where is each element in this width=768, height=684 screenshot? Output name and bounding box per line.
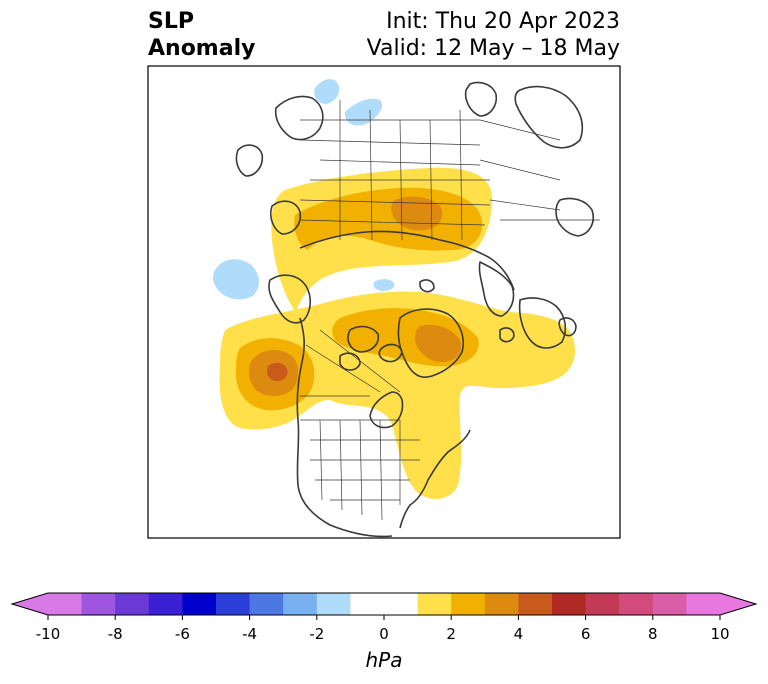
coastline-na-west [296,317,393,538]
colorbar-bin [350,593,419,615]
title-variable-line2: Anomaly [148,36,256,61]
colorbar-tick-label: 6 [581,625,591,643]
colorbar-tick-label: -6 [175,625,190,643]
coastline-scandinavia [478,261,515,317]
colorbar-tick-label: 10 [710,625,729,643]
coastline-middle-east [514,85,584,149]
colorbar-tick-label: 8 [648,625,658,643]
colorbar-tick-label: -8 [108,625,123,643]
coastline-greenland [397,308,464,378]
coastline-archipelago [339,325,403,371]
slp-anomaly-map [147,65,621,539]
colorbar-bins [10,592,758,616]
coastline-mediterranean [555,197,594,237]
anomaly-negative-1 [212,259,259,300]
border-lines-north-america [300,329,420,521]
colorbar-bin [216,593,251,615]
colorbar-tick-label: 4 [514,625,524,643]
colorbar-tick-label: -4 [242,625,257,643]
valid-range: Valid: 12 May – 18 May [366,36,620,61]
anomaly-positive-4 [266,362,288,381]
colorbar-bin [451,593,486,615]
colorbar-bin [686,593,721,615]
colorbar-bin [552,593,587,615]
coastline-british-isles [558,317,577,337]
coastline-eurasia-north [299,230,515,291]
colorbar-bin [283,593,318,615]
coastlines [235,81,594,538]
colorbar-tick-label: -2 [309,625,324,643]
colorbar-bin [182,593,217,615]
coastline-na-east [399,429,471,529]
anomaly-positive-3 [415,324,462,362]
colorbar-bin [48,593,83,615]
colorbar-extend-low [12,593,48,615]
colorbar-bin [652,593,687,615]
political-borders [299,100,600,521]
colorbar-extend-high [720,593,756,615]
colorbar-tick-label: -10 [36,625,61,643]
coastline-japan [235,144,264,177]
anomaly-positive-1 [219,291,575,500]
colorbar-bin [148,593,183,615]
map-dates: Init: Thu 20 Apr 2023 Valid: 12 May – 18… [367,8,620,62]
coastline-hudson-bay [369,391,404,429]
colorbar-bin [316,593,351,615]
colorbar-bin [518,593,553,615]
colorbar-bin [484,593,519,615]
coastline-iceland [499,327,515,343]
colorbar-bin [585,593,620,615]
anomaly-negative-1 [373,279,395,291]
coastline-kamchatka [269,200,302,235]
anomaly-positive-3 [391,196,443,231]
border-lines-eurasia [299,100,600,241]
colorbar-tick-label: 0 [379,625,389,643]
coastline-svalbard [419,279,435,293]
map-title: SLP Anomaly [148,8,255,62]
colorbar-bin [81,593,116,615]
anomaly-negative-1 [314,79,340,104]
colorbar-unit-label: hPa [366,648,403,672]
coastline-alaska [268,274,312,324]
coastline-india [464,81,498,117]
title-variable-line1: SLP [148,9,194,34]
coastline-europe [518,297,567,349]
anomaly-negative-1 [344,98,383,126]
init-date: Init: Thu 20 Apr 2023 [386,9,620,34]
colorbar-tick-label: 2 [446,625,456,643]
coastline-east-asia [274,95,324,141]
colorbar-bin [115,593,150,615]
colorbar-ticks: -10 -8 -6 -4 -2 0 2 4 6 8 10 [36,615,730,643]
colorbar-bin [417,593,452,615]
map-frame [147,65,621,539]
colorbar-bin [249,593,284,615]
colorbar-bin [619,593,654,615]
